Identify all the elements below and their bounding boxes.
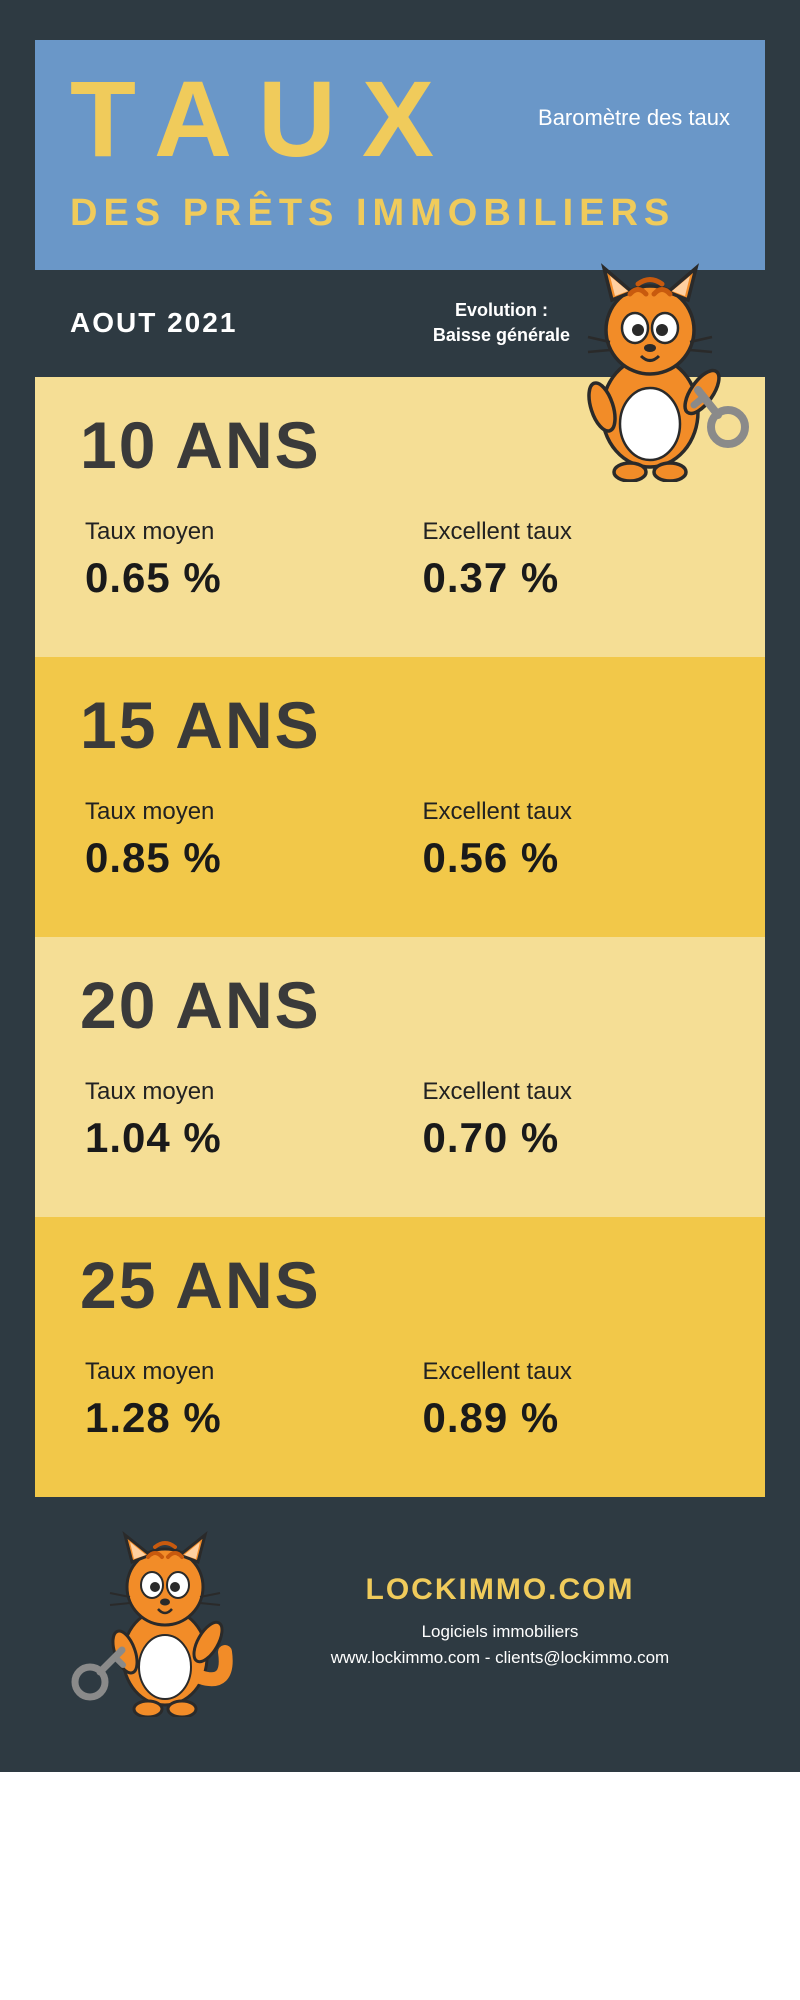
subtitle: DES PRÊTS IMMOBILIERS <box>70 192 730 235</box>
avg-rate-label: Taux moyen <box>85 518 393 546</box>
best-rate-label: Excellent taux <box>423 1358 731 1386</box>
footer: LOCKIMMO.COM Logiciels immobiliers www.l… <box>35 1497 765 1772</box>
best-rate-block: Excellent taux 0.37 % <box>423 518 731 602</box>
rate-section: 25 ANS Taux moyen 1.28 % Excellent taux … <box>35 1217 765 1497</box>
main-title: TAUX <box>70 70 460 167</box>
rate-row: Taux moyen 1.28 % Excellent taux 0.89 % <box>70 1358 730 1442</box>
header-top-row: TAUX Baromètre des taux <box>70 70 730 167</box>
best-rate-value: 0.70 % <box>423 1114 731 1162</box>
best-rate-block: Excellent taux 0.89 % <box>423 1358 731 1442</box>
cat-mascot-icon <box>70 1527 240 1717</box>
duration-title: 25 ANS <box>80 1247 730 1323</box>
best-rate-value: 0.89 % <box>423 1394 731 1442</box>
avg-rate-label: Taux moyen <box>85 798 393 826</box>
rate-row: Taux moyen 1.04 % Excellent taux 0.70 % <box>70 1078 730 1162</box>
avg-rate-value: 1.28 % <box>85 1394 393 1442</box>
avg-rate-value: 0.85 % <box>85 834 393 882</box>
duration-title: 15 ANS <box>80 687 730 763</box>
best-rate-block: Excellent taux 0.56 % <box>423 798 731 882</box>
rate-section: 10 ANS Taux moyen 0.65 % Excellent taux … <box>35 377 765 657</box>
avg-rate-block: Taux moyen 1.04 % <box>85 1078 393 1162</box>
rate-sections: 10 ANS Taux moyen 0.65 % Excellent taux … <box>35 377 765 1497</box>
avg-rate-value: 0.65 % <box>85 554 393 602</box>
evolution-label: Evolution : <box>455 300 548 320</box>
avg-rate-block: Taux moyen 0.85 % <box>85 798 393 882</box>
key-icon <box>75 1650 123 1697</box>
footer-text: LOCKIMMO.COM Logiciels immobiliers www.l… <box>270 1573 730 1670</box>
infographic-page: TAUX Baromètre des taux DES PRÊTS IMMOBI… <box>0 0 800 1772</box>
brand-name: LOCKIMMO.COM <box>270 1573 730 1607</box>
avg-rate-block: Taux moyen 1.28 % <box>85 1358 393 1442</box>
cat-mascot-icon <box>550 262 750 482</box>
avg-rate-label: Taux moyen <box>85 1078 393 1106</box>
rate-section: 15 ANS Taux moyen 0.85 % Excellent taux … <box>35 657 765 937</box>
avg-rate-label: Taux moyen <box>85 1358 393 1386</box>
barometer-label: Baromètre des taux <box>538 105 730 131</box>
key-icon <box>694 390 745 444</box>
best-rate-value: 0.37 % <box>423 554 731 602</box>
avg-rate-value: 1.04 % <box>85 1114 393 1162</box>
best-rate-label: Excellent taux <box>423 518 731 546</box>
duration-title: 20 ANS <box>80 967 730 1043</box>
rate-row: Taux moyen 0.65 % Excellent taux 0.37 % <box>70 518 730 602</box>
footer-tagline: Logiciels immobiliers <box>270 1619 730 1645</box>
month-label: AOUT 2021 <box>70 307 237 339</box>
best-rate-value: 0.56 % <box>423 834 731 882</box>
rate-section: 20 ANS Taux moyen 1.04 % Excellent taux … <box>35 937 765 1217</box>
footer-contact: www.lockimmo.com - clients@lockimmo.com <box>270 1645 730 1671</box>
rate-row: Taux moyen 0.85 % Excellent taux 0.56 % <box>70 798 730 882</box>
best-rate-label: Excellent taux <box>423 1078 731 1106</box>
avg-rate-block: Taux moyen 0.65 % <box>85 518 393 602</box>
best-rate-block: Excellent taux 0.70 % <box>423 1078 731 1162</box>
header: TAUX Baromètre des taux DES PRÊTS IMMOBI… <box>35 40 765 270</box>
best-rate-label: Excellent taux <box>423 798 731 826</box>
